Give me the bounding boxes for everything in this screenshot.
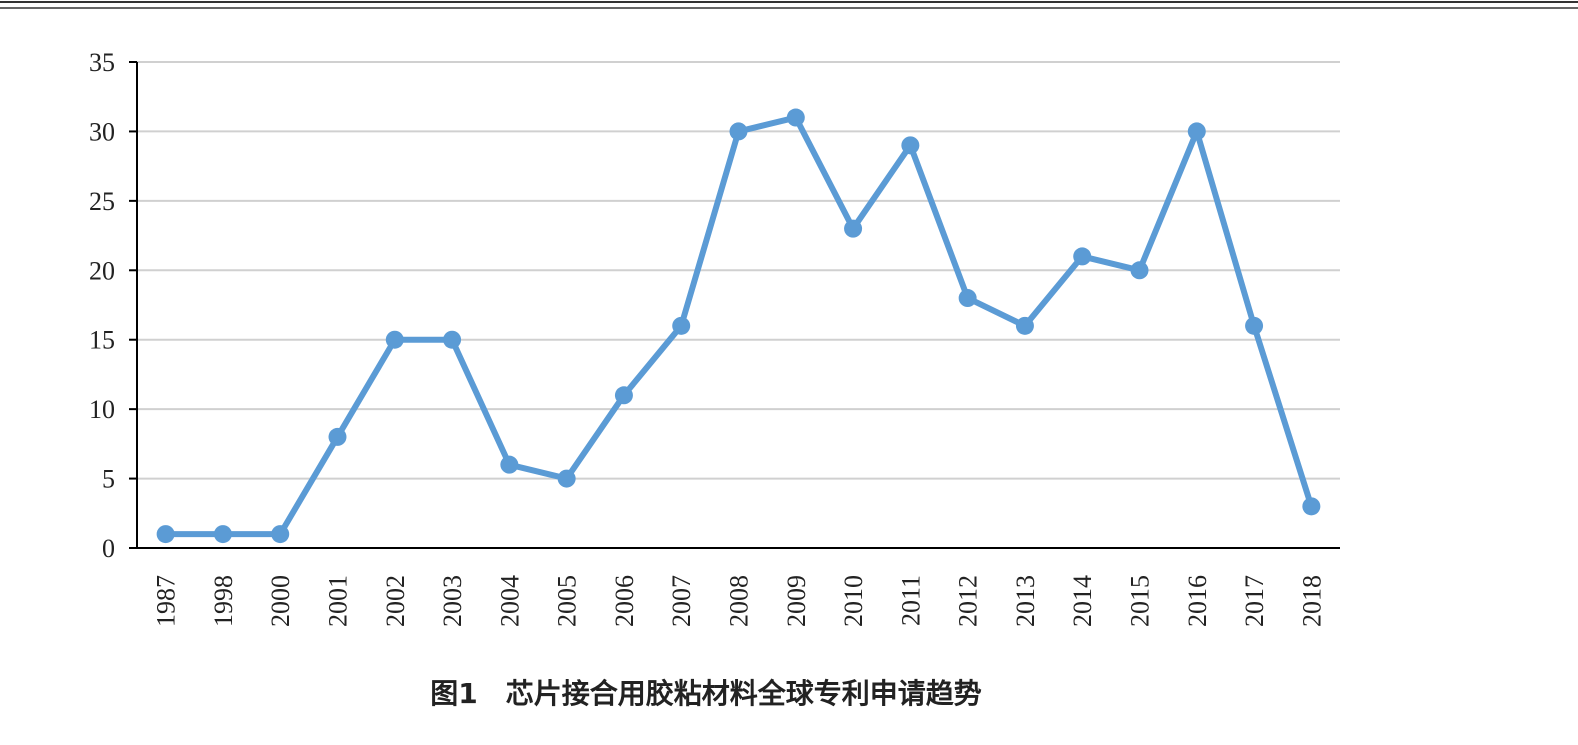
marker <box>901 136 920 155</box>
marker <box>500 455 519 474</box>
chart-title: 图1 芯片接合用胶粘材料全球专利申请趋势 <box>430 677 982 710</box>
x-tick-label: 2002 <box>381 575 410 627</box>
marker <box>271 525 290 544</box>
line <box>165 114 1315 538</box>
marker <box>1130 261 1149 280</box>
y-tick-label: 20 <box>89 256 115 285</box>
x-tick-label: 2001 <box>324 575 353 627</box>
marker <box>958 289 977 308</box>
x-tick-label: 2012 <box>954 575 983 627</box>
x-tick-label: 1987 <box>152 575 181 627</box>
x-tick-label: 2011 <box>896 575 925 626</box>
x-tick-label: 2013 <box>1011 575 1040 627</box>
x-tick-label: 2004 <box>495 575 524 627</box>
marker <box>729 122 748 141</box>
x-tick-label: 1998 <box>209 575 238 627</box>
x-tick-label: 2017 <box>1240 575 1269 627</box>
x-tick-label: 2014 <box>1068 575 1097 627</box>
y-tick-label: 35 <box>89 48 115 77</box>
x-tick-label: 2008 <box>725 575 754 627</box>
marker <box>156 525 175 544</box>
marker <box>672 316 691 335</box>
marker <box>1015 316 1034 335</box>
y-tick-label: 15 <box>89 326 115 355</box>
marker <box>443 330 462 349</box>
marker <box>1245 316 1264 335</box>
x-tick-label: 2006 <box>610 575 639 627</box>
marker <box>557 469 576 488</box>
y-tick-label: 30 <box>89 117 115 146</box>
x-tick-label: 2007 <box>667 575 696 627</box>
x-tick-label: 2009 <box>782 575 811 627</box>
y-tick-label: 25 <box>89 187 115 216</box>
marker <box>844 219 863 238</box>
marker <box>1302 497 1321 516</box>
x-tick-label: 2000 <box>266 575 295 627</box>
y-tick-label: 0 <box>102 534 115 563</box>
marker <box>1187 122 1206 141</box>
x-tick-label: 2016 <box>1183 575 1212 627</box>
x-tick-label: 2010 <box>839 575 868 627</box>
marker <box>786 108 805 127</box>
x-tick-label: 2015 <box>1126 575 1155 627</box>
marker <box>385 330 404 349</box>
marker <box>213 525 232 544</box>
x-tick-label: 2003 <box>438 575 467 627</box>
marker <box>1073 247 1092 266</box>
y-tick-label: 10 <box>89 395 115 424</box>
marker <box>614 386 633 405</box>
x-tick-label: 2005 <box>553 575 582 627</box>
y-tick-label: 5 <box>102 465 115 494</box>
marker <box>328 427 347 446</box>
x-tick-label: 2018 <box>1297 575 1326 627</box>
